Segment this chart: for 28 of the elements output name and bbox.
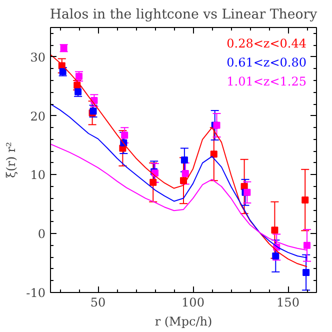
point xyxy=(210,150,218,158)
point xyxy=(302,268,310,276)
text: 0.28<z<0.44 xyxy=(226,36,307,50)
point xyxy=(150,178,157,186)
point xyxy=(304,242,310,249)
y-tick-label: 10 xyxy=(30,168,46,182)
text: 0.61<z<0.80 xyxy=(226,56,307,70)
y-tick-label: -10 xyxy=(26,286,46,300)
point xyxy=(271,226,278,234)
point xyxy=(74,88,82,96)
point xyxy=(121,132,128,139)
line-series xyxy=(50,54,308,268)
text: 1.01<z<1.25 xyxy=(226,74,307,88)
point xyxy=(182,170,189,178)
y-axis-title: ξ(r) r² xyxy=(4,142,18,178)
point xyxy=(272,252,280,260)
point xyxy=(180,156,188,164)
y-tick-label: 30 xyxy=(30,50,46,64)
point xyxy=(180,177,187,184)
x-axis-title: r (Mpc/h) xyxy=(154,314,212,328)
chart-title: Halos in the lightcone vs Linear Theory xyxy=(50,8,318,22)
point xyxy=(302,196,309,204)
x-tick-label: 50 xyxy=(90,296,106,310)
y-tick-label: 20 xyxy=(30,109,46,124)
point xyxy=(76,72,82,80)
y-tick-label: 0 xyxy=(38,227,46,242)
x-tick-label: 150 xyxy=(276,296,300,310)
x-tick-label: 100 xyxy=(182,296,204,310)
